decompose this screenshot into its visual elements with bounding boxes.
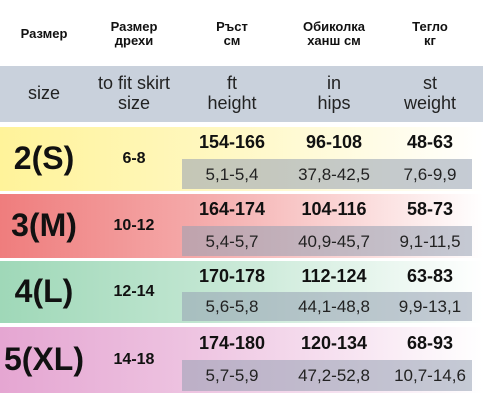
metric-value: 96-108 (305, 132, 363, 153)
header-text: Размер (110, 18, 158, 34)
header-band (0, 66, 483, 122)
header-cell: ft height (182, 66, 282, 122)
header-cell: Обиколка ханш см (282, 8, 386, 60)
header-cell: Размер (0, 8, 88, 60)
header-text: см (223, 33, 241, 48)
fit-label: 14-18 (113, 351, 155, 369)
header-text: to fit skirt (97, 73, 170, 94)
header-text: дрехи (114, 33, 154, 48)
fit-label: 12-14 (113, 283, 155, 301)
imperial-value: 9,1-11,5 (399, 231, 461, 251)
metric-value: 174-180 (198, 332, 266, 353)
imperial-value: 5,6-5,8 (205, 297, 259, 317)
header-cell: to fit skirt size (88, 66, 180, 122)
imperial-value: 9,9-13,1 (398, 297, 462, 317)
imperial-value: 47,2-52,8 (298, 366, 370, 386)
header-cell: Размер дрехи (88, 8, 180, 60)
header-text: Тегло (412, 18, 448, 34)
size-label: 3(M) (11, 207, 77, 244)
metric-value: 112-124 (301, 265, 367, 286)
metric-value: 104-116 (301, 199, 367, 220)
metric-value: 68-93 (406, 332, 454, 353)
imperial-value: 37,8-42,5 (298, 164, 370, 184)
fit-label: 6-8 (122, 150, 146, 168)
header-cell: in hips (282, 66, 386, 122)
imperial-band (182, 226, 472, 256)
imperial-band (182, 360, 472, 391)
metric-value: 170-178 (198, 265, 266, 286)
header-text: size (117, 93, 150, 113)
metric-value: 120-134 (300, 332, 368, 353)
imperial-value: 5,4-5,7 (205, 231, 259, 251)
metric-value: 58-73 (406, 199, 454, 220)
header-text: in (326, 73, 341, 94)
imperial-band (182, 292, 472, 321)
header-text: ханш см (307, 33, 361, 48)
header-text: weight (403, 93, 457, 113)
imperial-value: 5,1-5,4 (205, 164, 259, 184)
header-cell: size (0, 66, 88, 122)
header-text: ft (226, 73, 237, 94)
header-text: size (27, 83, 60, 104)
header-text: кг (424, 33, 436, 48)
imperial-value: 44,1-48,8 (298, 297, 370, 317)
metric-value: 48-63 (406, 132, 454, 153)
fit-label: 10-12 (113, 217, 155, 235)
imperial-band (182, 159, 472, 189)
header-text: Ръст (216, 18, 248, 34)
imperial-value: 40,9-45,7 (298, 231, 370, 251)
metric-value: 154-166 (198, 132, 266, 153)
size-label: 4(L) (14, 273, 74, 310)
metric-value: 164-174 (198, 199, 266, 220)
header-text: st (422, 73, 437, 94)
imperial-value: 5,7-5,9 (205, 366, 259, 386)
size-label: 5(XL) (4, 341, 84, 378)
imperial-value: 10,7-14,6 (394, 366, 466, 386)
header-text: Обиколка (302, 18, 366, 34)
header-cell: st weight (386, 66, 474, 122)
header-cell: Ръст см (182, 8, 282, 60)
header-text: hips (317, 93, 351, 113)
header-cell: Тегло кг (386, 8, 474, 60)
header-text: Размер (20, 25, 68, 41)
imperial-value: 7,6-9,9 (403, 164, 457, 184)
size-label: 2(S) (13, 140, 75, 177)
header-text: height (207, 93, 257, 113)
metric-value: 63-83 (406, 265, 454, 286)
